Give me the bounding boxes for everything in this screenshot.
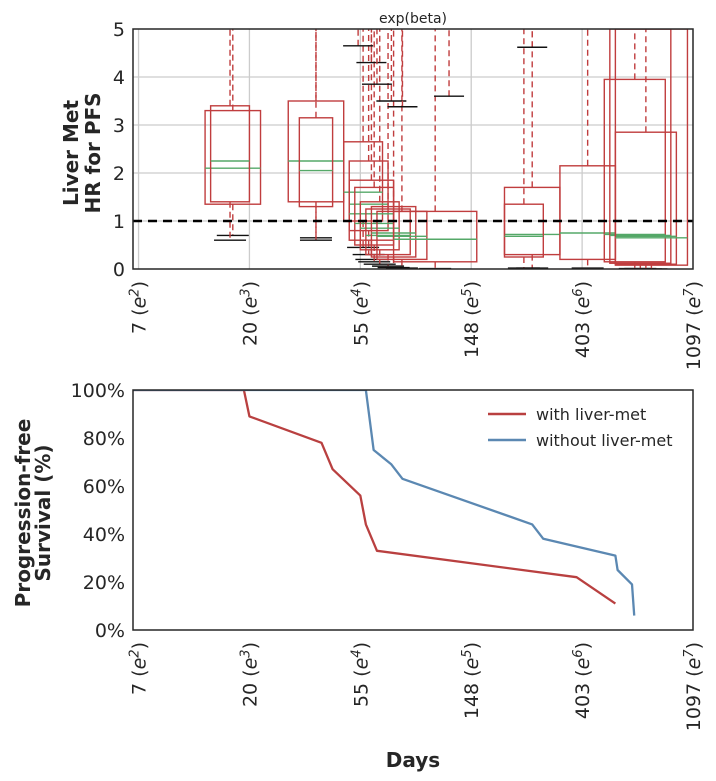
bottom-panel-ylabel-line2: Survival (%) <box>31 444 55 581</box>
bottom-panel-y-tick-label: 100% <box>71 380 125 402</box>
legend-label-without-liver-met: without liver-met <box>536 431 672 450</box>
bottom-panel-y-tick-label: 20% <box>83 572 125 594</box>
boxplot-box <box>503 203 544 258</box>
boxplot-box <box>298 117 334 208</box>
top-panel-x-ticks: 7 (e2) 20 (e3) 55 (e4) 148 (e5) 403 (e6) 1097… <box>128 281 705 370</box>
top-panel-x-tick-label: 55 (e4) <box>349 281 372 346</box>
bottom-panel-y-tick-label: 40% <box>83 524 125 546</box>
top-panel-x-tick-label: 20 (e3) <box>238 281 261 346</box>
bottom-panel-y-ticks: 0% 20% 40% 60% 80% 100% <box>71 380 125 642</box>
top-panel-x-tick-label: 403 (e6) <box>571 281 594 358</box>
top-panel-y-tick-label: 3 <box>113 115 125 137</box>
top-panel-boxplots <box>204 29 689 269</box>
boxplot-box <box>392 210 478 263</box>
legend-label-with-liver-met: with liver-met <box>536 405 646 424</box>
boxplot-box <box>614 131 678 265</box>
boxplot-box <box>609 29 672 264</box>
top-panel-x-tick-label: 1097 (e7) <box>682 281 705 370</box>
legend: with liver-met without liver-met <box>488 405 672 450</box>
top-panel-ylabel-line2: HR for PFS <box>81 92 105 213</box>
bottom-panel-x-tick-label: 55 (e4) <box>349 642 372 707</box>
bottom-panel-x-tick-label: 403 (e6) <box>571 642 594 719</box>
top-panel-title: exp(beta) <box>379 11 447 27</box>
top-panel-y-tick-label: 2 <box>113 163 125 185</box>
boxplot-box <box>559 165 617 261</box>
bottom-panel-frame <box>132 389 694 631</box>
boxplot-box <box>365 208 411 256</box>
boxplot-box <box>359 201 400 251</box>
boxplot-box <box>204 109 262 205</box>
boxplot-box <box>603 78 666 263</box>
top-panel-y-tick-label: 1 <box>113 211 125 233</box>
bottom-panel-x-ticks: 7 (e2) 20 (e3) 55 (e4) 148 (e5) 403 (e6) 1097… <box>128 642 705 731</box>
top-panel-y-tick-label: 0 <box>113 259 125 281</box>
top-panel-y-ticks: 0 1 2 3 4 5 <box>113 19 125 281</box>
top-panel-frame <box>132 28 694 270</box>
bottom-panel-xlabel: Days <box>386 748 440 772</box>
bottom-panel-x-tick-label: 148 (e5) <box>460 642 483 719</box>
bottom-panel-y-tick-label: 0% <box>95 620 125 642</box>
top-panel-x-tick-label: 7 (e2) <box>128 281 151 334</box>
top-panel-y-tick-label: 4 <box>113 67 125 89</box>
bottom-panel-series <box>133 390 636 616</box>
bottom-panel-x-tick-label: 7 (e2) <box>128 642 151 695</box>
bottom-panel-ylabel-line1: Progression-free <box>11 419 35 608</box>
boxplot-box <box>209 105 251 203</box>
boxplot-box <box>614 29 689 266</box>
top-panel-x-tick-label: 148 (e5) <box>460 281 483 358</box>
bottom-panel-y-tick-label: 60% <box>83 476 125 498</box>
top-panel-y-tick-label: 5 <box>113 19 125 41</box>
series-line-with-liver-met <box>133 390 617 605</box>
bottom-panel-y-tick-label: 80% <box>83 428 125 450</box>
bottom-panel-x-tick-label: 20 (e3) <box>238 642 261 707</box>
series-line-without-liver-met <box>133 390 636 616</box>
bottom-panel-x-tick-label: 1097 (e7) <box>682 642 705 731</box>
top-panel-ylabel-line1: Liver Met <box>59 100 83 206</box>
